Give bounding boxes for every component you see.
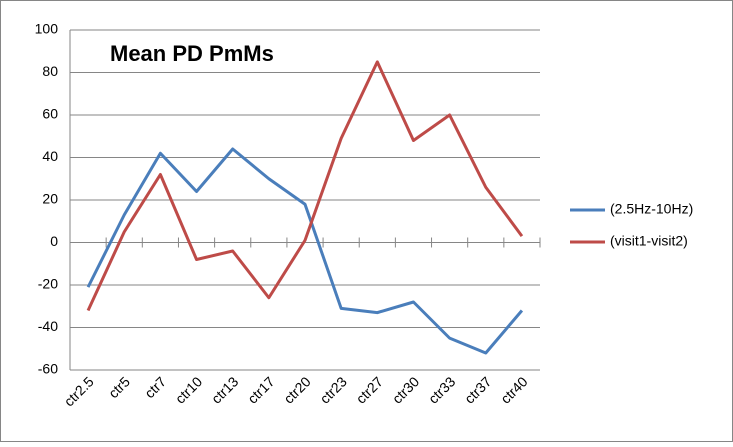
y-tick-label: -60 bbox=[38, 361, 58, 377]
legend-label: (2.5Hz-10Hz) bbox=[610, 201, 693, 217]
y-tick-label: 60 bbox=[42, 106, 58, 122]
y-tick-label: -40 bbox=[38, 318, 58, 334]
y-tick-label: 20 bbox=[42, 191, 58, 207]
series-line bbox=[86, 60, 524, 312]
series-line bbox=[86, 147, 524, 355]
legend-label: (visit1-visit2) bbox=[610, 233, 688, 249]
y-tick-label: 40 bbox=[42, 148, 58, 164]
y-tick-label: 80 bbox=[42, 63, 58, 79]
y-tick-label: 0 bbox=[50, 233, 58, 249]
y-tick-label: -20 bbox=[38, 276, 58, 292]
y-tick-label: 100 bbox=[35, 21, 59, 37]
chart-title: Mean PD PmMs bbox=[110, 41, 274, 66]
